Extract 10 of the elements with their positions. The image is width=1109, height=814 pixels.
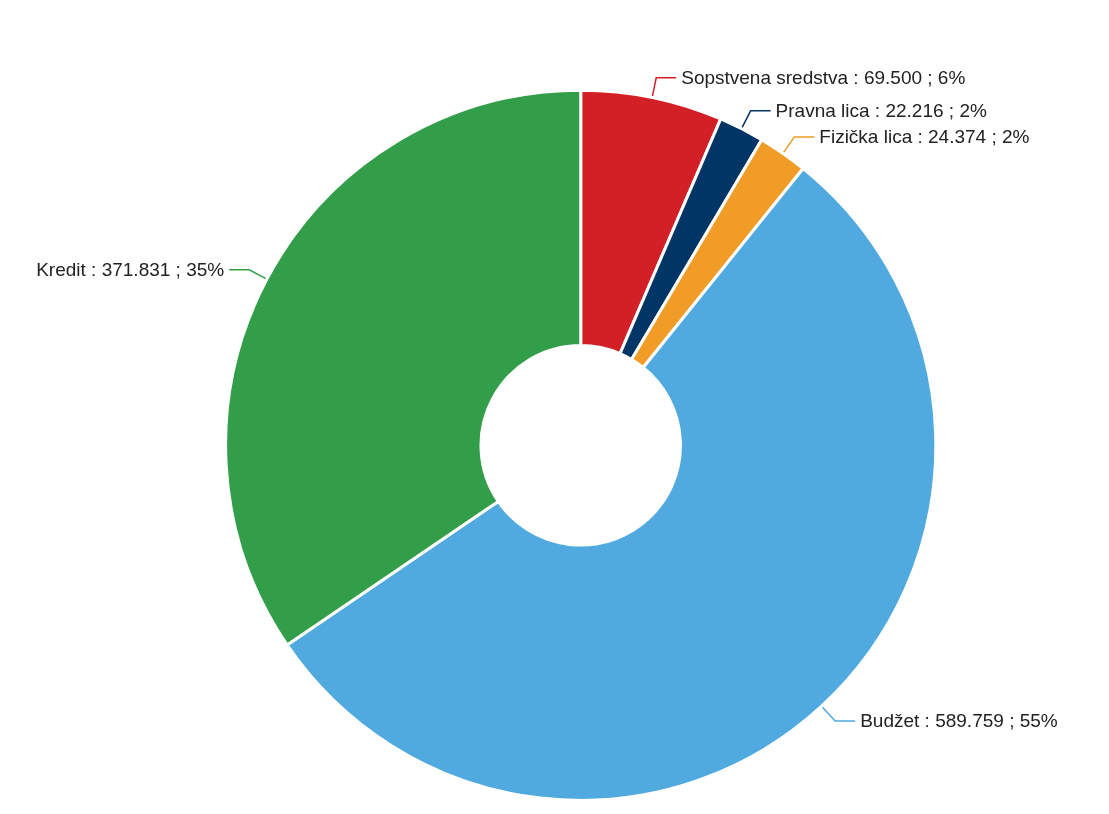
data-label: : 589.759 ; 55%	[924, 710, 1058, 732]
data-label: : 371.831 ; 35%	[91, 259, 225, 281]
data-label: : 24.374 ; 2%	[917, 126, 1030, 148]
data-label: : 69.500 ; 6%	[853, 67, 966, 89]
data-label: : 22.216 ; 2%	[874, 100, 987, 122]
slice-label: Fizička lica	[819, 126, 913, 148]
slice-label: Sopstvena sredstva	[681, 67, 849, 89]
slice-label: Pravna lica	[775, 100, 871, 122]
slice-label: Budžet	[860, 710, 921, 732]
slice-label: Kredit	[36, 259, 87, 281]
